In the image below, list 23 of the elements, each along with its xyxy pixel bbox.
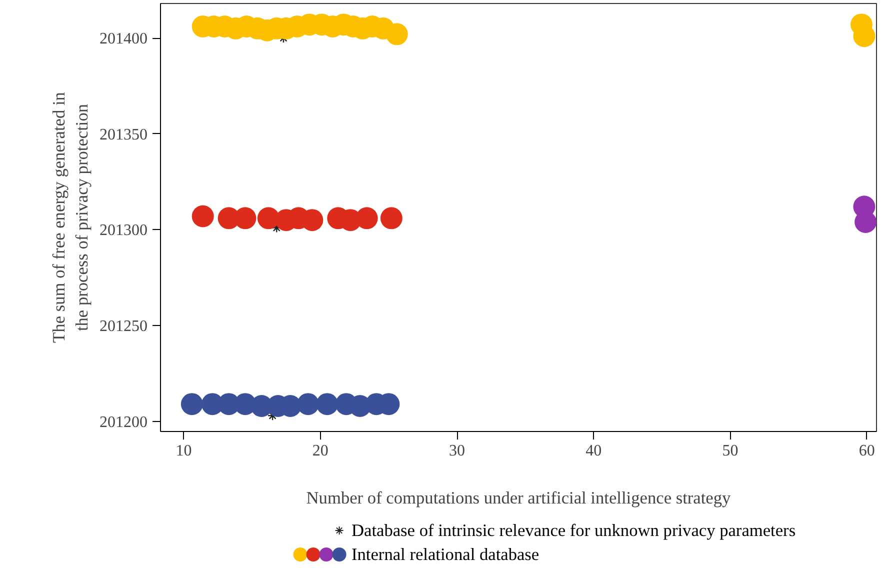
legend-label: Database of intrinsic relevance for unknown privacy parameters xyxy=(351,521,796,540)
y-axis-title: The sum of free energy generated in the process of privacy protection xyxy=(50,92,92,343)
point xyxy=(192,205,214,228)
x-tick-label: 60 xyxy=(858,442,875,460)
y-tick-label: 201350 xyxy=(100,126,148,144)
x-tick-label: 20 xyxy=(312,442,328,460)
y-tick-label: 201400 xyxy=(100,30,148,48)
y-tick-label: 201200 xyxy=(100,414,148,431)
y-tick-label: 201250 xyxy=(100,318,148,336)
point xyxy=(386,23,408,46)
x-axis-title: Number of computations under artificial intelligence strategy xyxy=(306,488,732,508)
point xyxy=(356,207,378,230)
x-tick-label: 50 xyxy=(722,442,738,460)
x-tick-label: 30 xyxy=(449,442,466,460)
legend-label: Internal relational database xyxy=(351,545,540,564)
point xyxy=(316,393,338,416)
x-tick-label: 40 xyxy=(586,442,602,460)
x-tick-label: 10 xyxy=(176,442,192,460)
point xyxy=(257,207,280,230)
point xyxy=(297,393,320,416)
point xyxy=(380,207,402,230)
point xyxy=(180,393,203,416)
y-tick-label: 201300 xyxy=(100,222,148,240)
